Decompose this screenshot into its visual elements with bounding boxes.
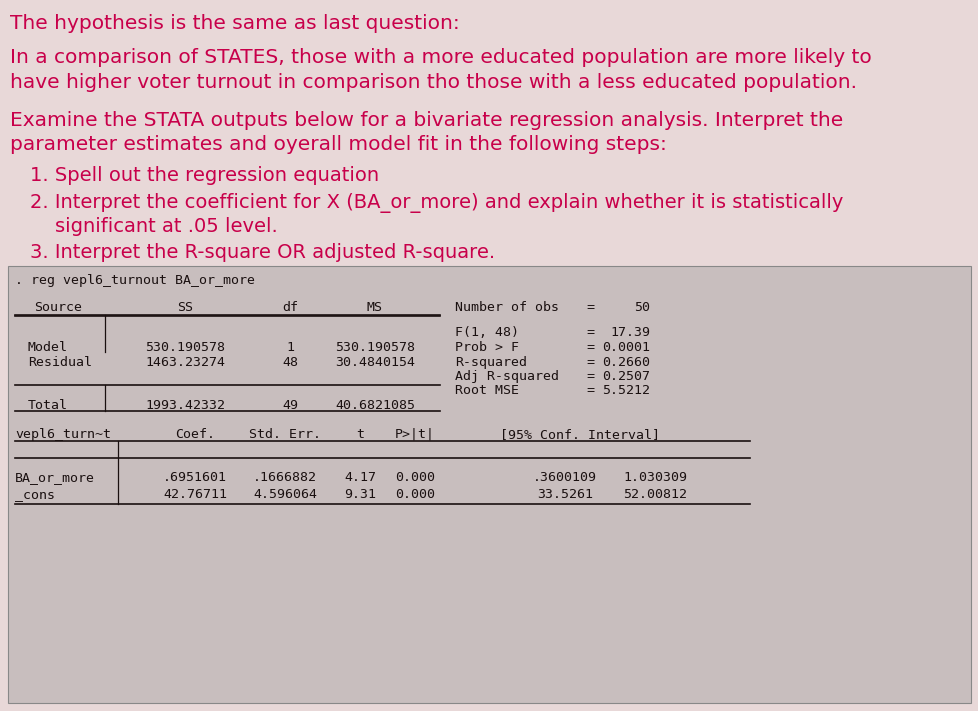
Text: Total: Total bbox=[28, 399, 67, 412]
Text: 17.39: 17.39 bbox=[609, 326, 649, 339]
Text: R-squared: R-squared bbox=[455, 356, 526, 369]
Text: 1993.42332: 1993.42332 bbox=[145, 399, 225, 412]
Text: 3. Interpret the R-square OR adjusted R-square.: 3. Interpret the R-square OR adjusted R-… bbox=[30, 243, 495, 262]
Text: df: df bbox=[282, 301, 297, 314]
Text: .1666882: .1666882 bbox=[252, 471, 317, 484]
Text: =: = bbox=[586, 326, 594, 339]
Text: 0.2660: 0.2660 bbox=[601, 356, 649, 369]
Text: F(1, 48): F(1, 48) bbox=[455, 326, 518, 339]
Text: =: = bbox=[586, 301, 594, 314]
Text: [95% Conf. Interval]: [95% Conf. Interval] bbox=[500, 428, 659, 441]
Text: Source: Source bbox=[34, 301, 82, 314]
Text: 0.000: 0.000 bbox=[394, 471, 434, 484]
Text: 530.190578: 530.190578 bbox=[145, 341, 225, 354]
Text: t: t bbox=[356, 428, 364, 441]
Text: Adj R-squared: Adj R-squared bbox=[455, 370, 558, 383]
Text: =: = bbox=[586, 341, 594, 354]
Text: . reg vepl6_turnout BA_or_more: . reg vepl6_turnout BA_or_more bbox=[15, 274, 254, 287]
Bar bbox=[8, 266, 970, 703]
Text: parameter estimates and oyerall model fit in the following steps:: parameter estimates and oyerall model fi… bbox=[10, 135, 666, 154]
Text: Std. Err.: Std. Err. bbox=[248, 428, 321, 441]
Text: Prob > F: Prob > F bbox=[455, 341, 518, 354]
Text: Model: Model bbox=[28, 341, 67, 354]
Text: 50: 50 bbox=[634, 301, 649, 314]
Text: 40.6821085: 40.6821085 bbox=[334, 399, 415, 412]
Text: 42.76711: 42.76711 bbox=[162, 488, 227, 501]
Text: =: = bbox=[586, 356, 594, 369]
Text: 0.0001: 0.0001 bbox=[601, 341, 649, 354]
Text: _cons: _cons bbox=[15, 488, 55, 501]
Text: 9.31: 9.31 bbox=[343, 488, 376, 501]
Text: In a comparison of STATES, those with a more educated population are more likely: In a comparison of STATES, those with a … bbox=[10, 48, 870, 67]
Text: 4.17: 4.17 bbox=[343, 471, 376, 484]
Text: have higher voter turnout in comparison tho those with a less educated populatio: have higher voter turnout in comparison … bbox=[10, 73, 856, 92]
Text: 1: 1 bbox=[286, 341, 293, 354]
Text: 530.190578: 530.190578 bbox=[334, 341, 415, 354]
Text: 49: 49 bbox=[282, 399, 297, 412]
Text: 1463.23274: 1463.23274 bbox=[145, 356, 225, 369]
Text: 1.030309: 1.030309 bbox=[622, 471, 687, 484]
Text: significant at .05 level.: significant at .05 level. bbox=[30, 217, 278, 236]
Text: 1. Spell out the regression equation: 1. Spell out the regression equation bbox=[30, 166, 378, 185]
Text: BA_or_more: BA_or_more bbox=[15, 471, 95, 484]
Text: MS: MS bbox=[367, 301, 382, 314]
Text: Number of obs: Number of obs bbox=[455, 301, 558, 314]
Text: 2. Interpret the coefficient for X (BA_or_more) and explain whether it is statis: 2. Interpret the coefficient for X (BA_o… bbox=[30, 193, 842, 213]
Text: 30.4840154: 30.4840154 bbox=[334, 356, 415, 369]
Text: =: = bbox=[586, 384, 594, 397]
Text: SS: SS bbox=[177, 301, 193, 314]
Text: Examine the STATA outputs below for a bivariate regression analysis. Interpret t: Examine the STATA outputs below for a bi… bbox=[10, 111, 842, 130]
Text: Residual: Residual bbox=[28, 356, 92, 369]
Text: 5.5212: 5.5212 bbox=[601, 384, 649, 397]
Text: Coef.: Coef. bbox=[175, 428, 215, 441]
Text: vepl6_turn~t: vepl6_turn~t bbox=[15, 428, 111, 441]
Text: .6951601: .6951601 bbox=[162, 471, 227, 484]
Text: 0.2507: 0.2507 bbox=[601, 370, 649, 383]
Text: 48: 48 bbox=[282, 356, 297, 369]
Text: 4.596064: 4.596064 bbox=[252, 488, 317, 501]
Text: 33.5261: 33.5261 bbox=[537, 488, 593, 501]
Text: Root MSE: Root MSE bbox=[455, 384, 518, 397]
Text: The hypothesis is the same as last question:: The hypothesis is the same as last quest… bbox=[10, 14, 460, 33]
Text: P>|t|: P>|t| bbox=[394, 428, 434, 441]
Text: 0.000: 0.000 bbox=[394, 488, 434, 501]
Text: 52.00812: 52.00812 bbox=[622, 488, 687, 501]
Text: =: = bbox=[586, 370, 594, 383]
Text: .3600109: .3600109 bbox=[532, 471, 597, 484]
